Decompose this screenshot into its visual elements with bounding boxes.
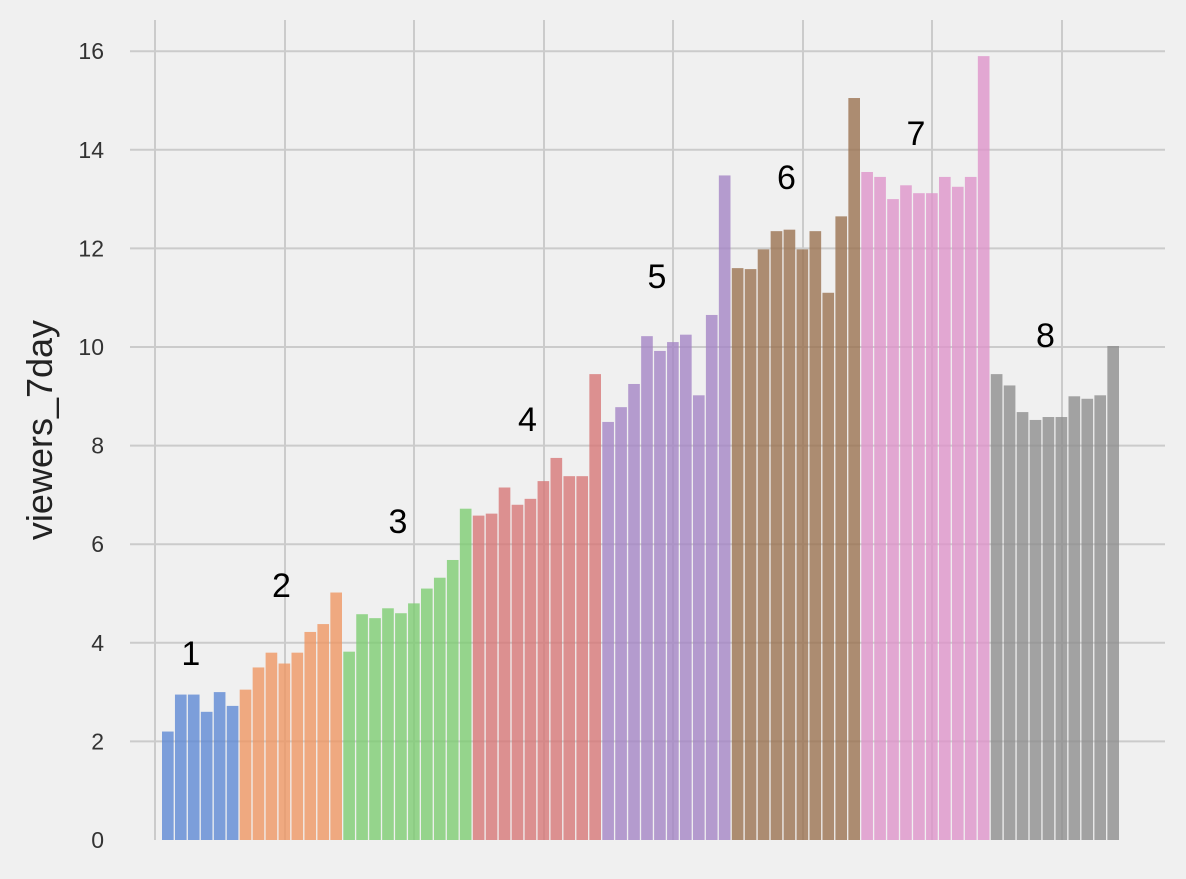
bar-group4-1 [472, 515, 485, 840]
bar-group4-4 [511, 504, 524, 840]
bar-group6-8 [822, 292, 835, 840]
y-tick-labels: 0 2 4 6 8 10 12 14 16 [78, 38, 104, 853]
bar-group4-5 [524, 498, 537, 840]
bar-group4-8 [563, 476, 576, 840]
group-label-7: 7 [907, 115, 926, 153]
bar-group6-5 [783, 229, 796, 841]
y-tick-label: 8 [91, 433, 104, 459]
bar-group5-9 [705, 314, 718, 841]
bar-group8-9 [1094, 395, 1107, 840]
bar-group6-4 [770, 231, 783, 840]
bar-group1-4 [200, 711, 213, 840]
bar-group8-3 [1016, 412, 1029, 840]
bar-group2-7 [317, 624, 330, 840]
group-label-1: 1 [181, 635, 200, 673]
bar-group6-3 [757, 249, 770, 840]
bar-group5-8 [692, 395, 705, 840]
bar-group3-8 [433, 577, 446, 840]
bar-group8-6 [1055, 417, 1068, 840]
bar-group6-9 [835, 216, 848, 841]
bar-group4-3 [498, 487, 511, 840]
bar-group7-7 [939, 176, 951, 841]
y-axis-label: viewers_7day [19, 320, 60, 540]
bar-group2-2 [252, 667, 265, 840]
group-label-8: 8 [1036, 317, 1055, 355]
bar-group5-7 [680, 334, 692, 840]
group-label-5: 5 [648, 258, 667, 296]
bar-group3-7 [421, 588, 433, 840]
bar-group1-1 [162, 731, 174, 840]
bar-group1-6 [226, 705, 239, 840]
bar-group7-10 [977, 56, 990, 840]
bar-group2-6 [304, 631, 317, 840]
bar-group1-3 [187, 694, 200, 840]
bar-group1-5 [213, 692, 226, 840]
bar-group7-6 [926, 193, 938, 840]
bar-group8-5 [1042, 417, 1055, 840]
bar-group3-9 [446, 559, 459, 840]
bar-group5-6 [667, 342, 679, 840]
bar-group8-8 [1081, 398, 1094, 840]
bar-group7-8 [951, 186, 964, 840]
y-tick-label: 12 [78, 235, 104, 261]
bar-group3-1 [343, 651, 355, 840]
bar-group8-7 [1068, 396, 1081, 840]
bar-group4-6 [537, 481, 550, 840]
bar-group4-7 [550, 457, 563, 840]
group-label-6: 6 [777, 159, 796, 197]
bar-group6-2 [744, 269, 757, 840]
bars [162, 56, 1119, 841]
bar-group5-5 [654, 350, 666, 840]
bar-group8-10 [1107, 346, 1119, 840]
y-tick-label: 2 [91, 728, 104, 754]
y-tick-label: 4 [91, 630, 104, 656]
bar-group7-4 [900, 185, 912, 841]
bar-group5-10 [718, 175, 731, 840]
group-label-3: 3 [389, 503, 408, 541]
bar-group8-1 [990, 374, 1003, 840]
bar-group3-3 [369, 618, 381, 840]
bar-group7-1 [861, 171, 873, 841]
group-labels: 1 2 3 4 5 6 7 8 [181, 115, 1055, 673]
bar-group5-1 [602, 421, 614, 840]
bar-group4-2 [485, 513, 498, 840]
bar-group4-9 [576, 476, 589, 840]
group-label-2: 2 [272, 567, 291, 605]
bar-group7-5 [913, 193, 925, 840]
bar-group5-4 [641, 336, 653, 840]
bar-group3-5 [395, 613, 407, 840]
bar-group7-2 [874, 176, 886, 841]
bar-group2-3 [265, 652, 278, 840]
bar-group2-5 [291, 652, 304, 840]
bar-group2-4 [278, 663, 291, 840]
bar-group3-4 [382, 608, 394, 840]
bar-group3-10 [459, 508, 472, 840]
bar-group8-2 [1003, 385, 1016, 840]
bar-group6-10 [848, 98, 860, 840]
bar-group5-3 [628, 383, 640, 840]
bar-group8-4 [1029, 419, 1042, 840]
bar-group6-1 [731, 268, 744, 840]
bar-group7-3 [887, 199, 899, 841]
bar-group3-2 [356, 614, 368, 840]
group-label-4: 4 [518, 401, 537, 439]
bar-group6-6 [796, 249, 809, 840]
bar-group5-2 [615, 407, 627, 840]
bar-group3-6 [408, 603, 420, 840]
bar-group1-2 [174, 694, 187, 840]
bar-group2-8 [330, 592, 342, 840]
y-tick-label: 14 [78, 137, 104, 163]
y-tick-label: 10 [78, 334, 104, 360]
bar-group4-10 [589, 374, 601, 840]
y-tick-label: 6 [91, 531, 104, 557]
bar-group7-9 [964, 176, 977, 841]
y-tick-label: 0 [91, 827, 104, 853]
bar-group2-1 [239, 689, 252, 840]
bar-group6-7 [809, 231, 822, 840]
y-tick-label: 16 [78, 38, 104, 64]
